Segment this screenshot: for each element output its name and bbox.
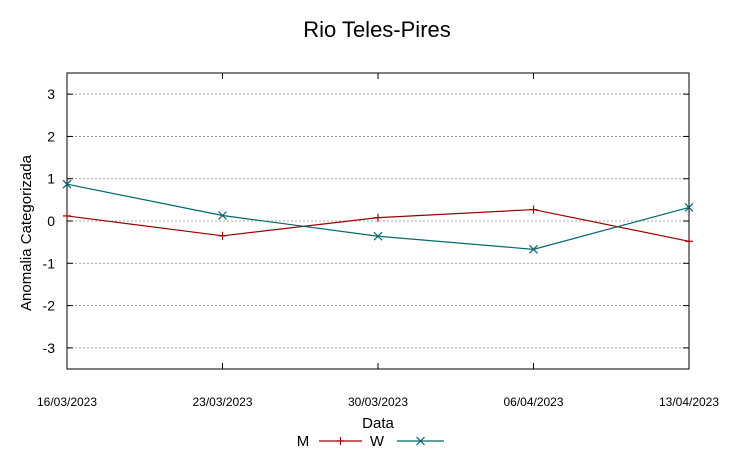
x-tick-label: 23/03/2023 [192, 395, 252, 409]
x-axis-ticks: 16/03/2023 23/03/2023 30/03/2023 06/04/2023… [37, 73, 719, 409]
data-point-marker [416, 436, 425, 446]
data-point-marker [218, 211, 227, 220]
chart-title: Rio Teles-Pires [303, 17, 451, 42]
legend-label-m: M [297, 433, 310, 450]
y-tick-label: -3 [43, 340, 56, 356]
x-tick-label: 06/04/2023 [503, 395, 563, 409]
y-axis-ticks: 3 2 1 0 -1 -2 -3 [43, 86, 689, 356]
series-group [62, 179, 694, 254]
legend-label-w: W [370, 433, 385, 450]
data-point-marker [684, 203, 694, 212]
y-tick-label: -2 [43, 298, 56, 314]
x-tick-label: 13/04/2023 [659, 395, 719, 409]
x-axis-label: Data [362, 415, 394, 432]
y-tick-label: 3 [47, 86, 55, 102]
y-tick-label: -1 [43, 255, 56, 271]
y-tick-label: 1 [47, 171, 55, 187]
y-tick-label: 0 [47, 213, 55, 229]
data-point-marker [62, 179, 72, 189]
data-point-marker [373, 231, 383, 241]
x-tick-label: 30/03/2023 [348, 395, 408, 409]
x-tick-label: 16/03/2023 [37, 395, 97, 409]
data-point-marker [529, 244, 538, 254]
y-axis-label: Anomalia Categorizada [18, 154, 35, 311]
y-tick-label: 2 [47, 128, 55, 144]
